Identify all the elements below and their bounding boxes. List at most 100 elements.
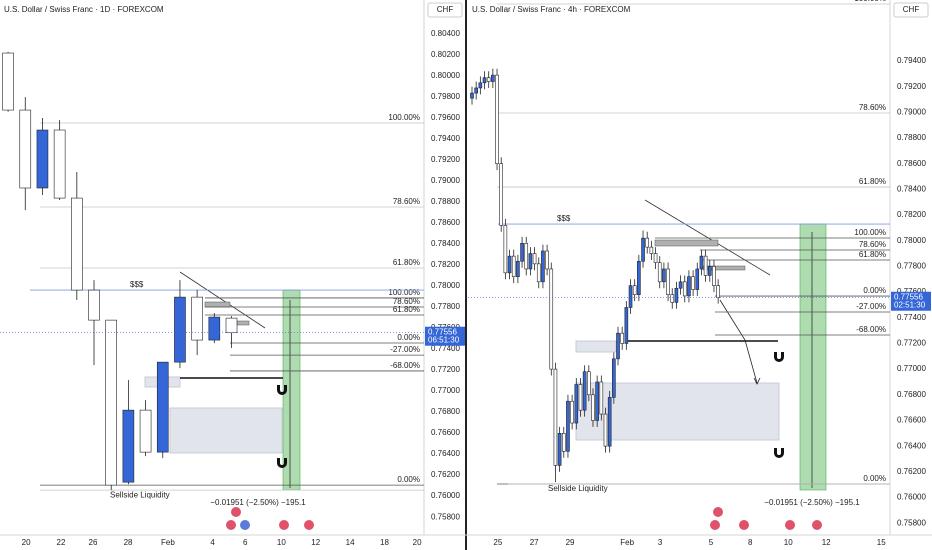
candle-body [699,255,704,270]
candle-body [528,253,533,270]
demand-zone [169,407,283,454]
candle-body [566,400,570,452]
y-tick-label: 0.78200 [897,210,926,219]
candle-body [645,237,650,248]
y-tick-label: 0.76000 [897,493,926,502]
y-tick-label: 0.79400 [897,56,926,65]
y-tick-label: 0.79400 [431,134,460,143]
candle-body [225,317,238,334]
candle-body [511,255,516,277]
y-tick-label: 0.77200 [431,365,460,374]
candle-body [536,263,541,283]
candle-body [591,394,595,421]
last-price-box [425,326,465,346]
y-tick-label: 0.78400 [897,184,926,193]
candle-body [470,92,474,99]
x-tick-label: 28 [124,538,133,547]
candle-body [574,384,579,424]
fib-label: 0.00% [863,286,886,295]
candle-body [666,268,670,295]
candle-body [524,242,529,270]
y-tick-label: 0.77400 [897,313,926,322]
candle-body [620,332,624,344]
candle-body [599,381,604,415]
magnet-icon [774,448,784,458]
candle-body [570,400,574,424]
candle-body [88,289,100,321]
candle-body [541,250,545,283]
fib-label: 78.60% [393,197,420,206]
countdown-label: 02:51:30 [894,300,926,309]
candle-body [682,281,687,297]
candle-body [628,285,633,308]
x-tick-label: 5 [709,538,714,547]
currency-box [893,2,929,18]
fib-label: 61.80% [393,305,420,314]
fib-label: 78.60% [859,103,886,112]
x-tick-label: 15 [877,538,886,547]
candle-body [174,296,186,363]
candle-body [122,409,135,483]
candle-body [474,87,478,94]
y-tick-label: 0.76400 [431,449,460,458]
y-tick-label: 0.79600 [431,113,460,122]
candle-body [557,433,562,466]
y-tick-label: 0.79200 [897,82,926,91]
y-tick-label: 0.79000 [431,176,460,185]
y-tick-label: 0.76600 [897,416,926,425]
last-price-label: 0.77556 [428,327,457,336]
last-price-box [891,291,931,311]
x-tick-label: 3 [658,538,663,547]
y-tick-label: 0.77400 [431,344,460,353]
x-tick-label: 10 [277,538,286,547]
currency-label: CHF [437,5,454,14]
x-tick-label: 25 [493,538,502,547]
fib-label: -68.00% [390,361,420,370]
fib-label: -27.00% [390,345,420,354]
candle-body [582,371,587,411]
liquidity-label: $$$ [557,214,571,223]
measure-label: −0.01951 (−2.50%) −195.1 [764,498,860,507]
x-tick-label: 4 [210,538,215,547]
candle-body [532,253,537,265]
y-tick-label: 0.76400 [897,441,926,450]
candle-body [712,266,716,286]
liquidity-label: Sellside Liquidity [110,490,170,499]
y-tick-label: 0.78800 [431,197,460,206]
candle-body [503,225,508,274]
candle-body [707,266,712,276]
candle-body [561,433,566,452]
y-tick-label: 0.77800 [431,302,460,311]
x-tick-label: 20 [22,538,31,547]
x-tick-label: 12 [311,538,320,547]
position-box [799,223,827,491]
fib-label: 0.00% [863,474,886,483]
candle-body [703,255,708,276]
y-tick-label: 0.77600 [897,287,926,296]
candle-body [607,397,612,447]
y-tick-label: 0.78200 [431,260,460,269]
chart-title: U.S. Dollar / Swiss Franc · 1D · FOREXCO… [4,5,164,14]
candle-body [687,276,691,297]
candle-body [632,285,637,295]
supply-block [204,301,231,308]
arrow-head [753,377,761,385]
fib-label: -27.00% [856,302,886,311]
fib-label: 61.80% [859,177,886,186]
fib-label: 61.80% [393,258,420,267]
y-tick-label: 0.78400 [431,239,460,248]
y-tick-label: 0.77000 [897,364,926,373]
chart-title: U.S. Dollar / Swiss Franc · 4h · FOREXCO… [472,5,631,14]
fib-label: -68.00% [856,325,886,334]
candle-body [553,368,558,466]
magnet-icon [774,352,784,362]
event-icons [226,507,822,530]
candle-body [603,413,608,447]
candle-body [516,260,520,277]
candle-body [616,332,620,360]
y-tick-label: 0.78800 [897,133,926,142]
last-price-label: 0.77556 [894,292,923,301]
countdown-label: 06:51:30 [428,335,460,344]
magnet-icon [277,458,287,468]
